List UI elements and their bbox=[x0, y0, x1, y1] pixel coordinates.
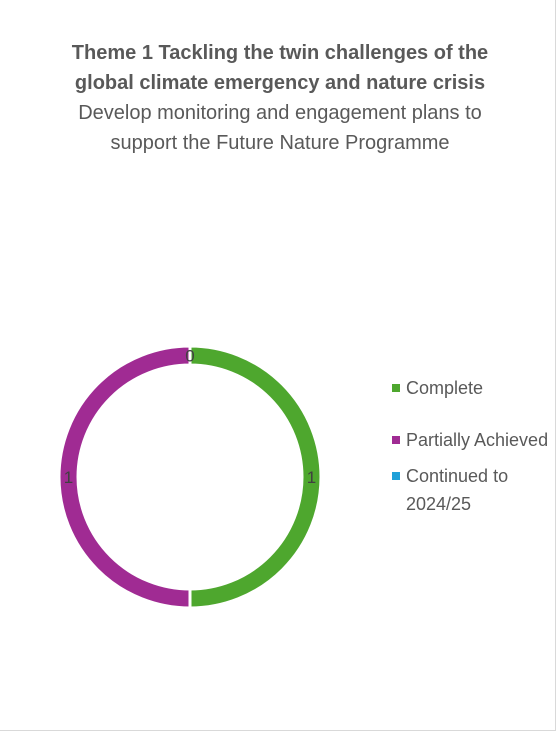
chart-legend: Complete Partially Achieved Continued to… bbox=[392, 374, 552, 518]
chart-title-block: Theme 1 Tackling the twin challenges of … bbox=[60, 38, 500, 158]
slice-complete bbox=[188, 344, 323, 610]
legend-swatch-continued bbox=[392, 472, 400, 480]
data-label-partially-achieved: 1 bbox=[64, 468, 73, 487]
data-label-continued-to-2024-25: 0 bbox=[185, 347, 194, 366]
data-label-complete: 1 bbox=[307, 468, 316, 487]
legend-label-partially-achieved: Partially Achieved bbox=[406, 430, 549, 450]
legend-label-continued: Continued to 2024/25 bbox=[406, 466, 509, 514]
legend-item-partially-achieved: Partially Achieved bbox=[392, 426, 552, 454]
chart-subtitle: Develop monitoring and engagement plans … bbox=[78, 102, 482, 154]
slice-partially-achieved bbox=[57, 344, 192, 610]
legend-item-complete: Complete bbox=[392, 374, 552, 402]
chart-title: Theme 1 Tackling the twin challenges of … bbox=[71, 42, 489, 94]
legend-swatch-complete bbox=[392, 384, 400, 392]
legend-item-continued: Continued to 2024/25 bbox=[392, 462, 552, 518]
legend-swatch-partially-achieved bbox=[392, 436, 400, 444]
legend-label-complete: Complete bbox=[406, 378, 484, 398]
